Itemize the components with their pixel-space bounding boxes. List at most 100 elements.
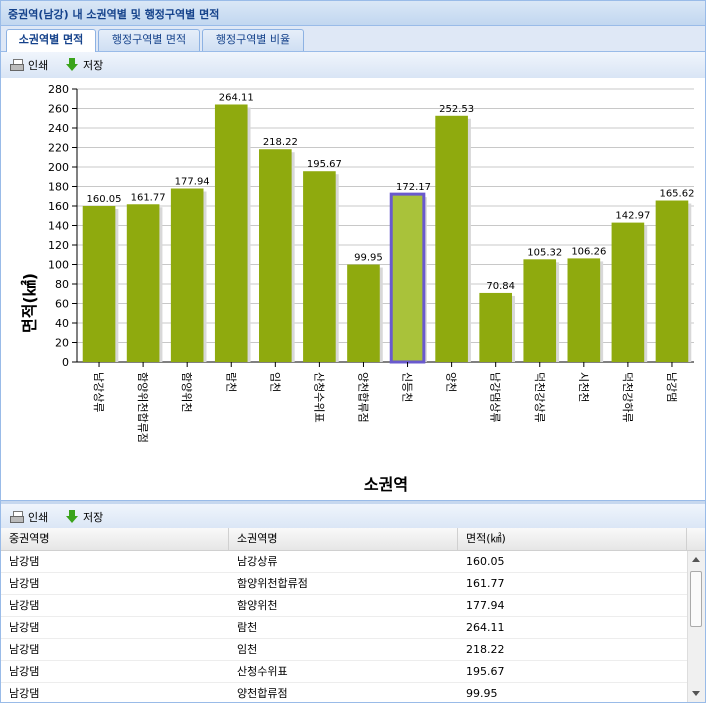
bar[interactable] — [567, 258, 601, 362]
data-label: 177.94 — [175, 177, 210, 188]
grid-toolbar: 인쇄 저장 — [1, 504, 705, 531]
x-tick-label: 함양위천 — [180, 372, 194, 412]
data-label: 99.95 — [354, 253, 383, 264]
grid-body: 남강댐 남강상류 160.05 남강댐 함양위천합류점 161.77 남강댐 함양위천 177.… — [1, 551, 687, 702]
y-tick-label: 40 — [55, 317, 69, 330]
bar[interactable] — [170, 188, 204, 362]
data-label: 70.84 — [486, 281, 515, 292]
cell-area: 264.11 — [466, 621, 505, 634]
x-tick-label: 덕천강하류 — [621, 372, 635, 423]
column-header-basin[interactable]: 중권역명 — [1, 528, 229, 550]
tab-strip: 소권역별 면적 행정구역별 면적 행정구역별 비율 — [1, 26, 705, 52]
column-header-area[interactable]: 면적(㎢) — [458, 528, 687, 550]
bar[interactable] — [214, 104, 248, 363]
y-tick-label: 200 — [48, 161, 69, 174]
bar[interactable] — [347, 264, 380, 362]
scroll-thumb[interactable] — [690, 571, 702, 627]
table-row[interactable]: 남강댐 함양위천 177.94 — [1, 595, 687, 617]
bar[interactable] — [435, 115, 468, 362]
data-label: 160.05 — [87, 194, 122, 205]
scroll-down-icon[interactable] — [692, 691, 700, 696]
chart-save-button[interactable]: 저장 — [65, 56, 103, 74]
download-icon — [65, 58, 79, 72]
table-row[interactable]: 남강댐 임천 218.22 — [1, 639, 687, 661]
bar[interactable] — [126, 204, 160, 362]
y-tick-label: 120 — [48, 239, 69, 252]
y-axis-label: 면적(㎢) — [20, 273, 39, 333]
chart-area: 0 20 40 60 80 100 120 140 160 180 200 220 240 260 280 … — [1, 78, 705, 500]
x-tick-label: 람천 — [224, 372, 238, 392]
table-row[interactable]: 남강댐 산청수위표 195.67 — [1, 661, 687, 683]
x-tick-label: 남강상류 — [92, 372, 105, 412]
x-tick-label: 산청수위표 — [312, 372, 325, 423]
bar[interactable] — [611, 222, 645, 362]
table-row[interactable]: 남강댐 남강상류 160.05 — [1, 551, 687, 573]
cell-area: 195.67 — [466, 665, 505, 678]
bar[interactable] — [523, 259, 557, 362]
y-tick-label: 160 — [48, 200, 69, 213]
tab-subbasin-area[interactable]: 소권역별 면적 — [6, 29, 96, 52]
y-tick-label: 80 — [55, 278, 69, 291]
data-label: 165.62 — [659, 189, 694, 200]
x-tick-label: 양천 — [445, 372, 459, 392]
table-row[interactable]: 남강댐 양천합류점 99.95 — [1, 683, 687, 702]
cell-subbasin: 양천합류점 — [237, 687, 288, 700]
grid-print-button[interactable]: 인쇄 — [10, 508, 48, 526]
scroll-up-icon[interactable] — [692, 557, 700, 562]
table-row[interactable]: 남강댐 람천 264.11 — [1, 617, 687, 639]
x-axis-label: 소권역 — [364, 475, 408, 494]
data-label: 105.32 — [527, 247, 562, 258]
grid-save-button[interactable]: 저장 — [65, 508, 103, 526]
data-grid: 중권역명 소권역명 면적(㎢) 남강댐 남강상류 160.05 남강댐 함양위천합류점 1… — [1, 528, 705, 702]
table-row[interactable]: 남강댐 함양위천합류점 161.77 — [1, 573, 687, 595]
cell-basin: 남강댐 — [9, 687, 40, 700]
y-tick-label: 20 — [55, 337, 69, 350]
bar-chart: 020406080100120140160180200220240260280 … — [20, 83, 694, 494]
grid-header: 중권역명 소권역명 면적(㎢) — [1, 528, 705, 551]
bar[interactable] — [303, 171, 336, 362]
download-icon — [65, 510, 79, 524]
chart-print-button[interactable]: 인쇄 — [10, 56, 48, 74]
y-tick-label: 240 — [48, 122, 69, 135]
save-label: 저장 — [83, 511, 104, 524]
y-tick-label: 220 — [48, 142, 69, 155]
x-tick-label: 함양위천합류점 — [136, 372, 150, 443]
cell-basin: 남강댐 — [9, 577, 40, 590]
y-tick-label: 280 — [48, 83, 69, 96]
bars: 160.05 161.77 177.94 264.11 218.22 195.67 99.9… — [82, 92, 694, 364]
panel-splitter[interactable] — [1, 500, 705, 504]
bar[interactable] — [389, 192, 426, 364]
cell-subbasin: 함양위천 — [237, 599, 278, 612]
cell-area: 160.05 — [466, 555, 505, 568]
y-tick-label: 180 — [48, 181, 69, 194]
cell-subbasin: 산청수위표 — [237, 665, 288, 678]
bar[interactable] — [655, 200, 689, 362]
tab-admin-area[interactable]: 행정구역별 면적 — [98, 29, 200, 51]
cell-subbasin: 남강상류 — [237, 555, 278, 568]
chart-toolbar: 인쇄 저장 — [1, 52, 705, 79]
window-title: 중권역(남강) 내 소권역별 및 행정구역별 면적 — [8, 8, 220, 21]
x-tick-label: 양천합류점 — [356, 372, 370, 423]
bar[interactable] — [259, 149, 292, 362]
tab-admin-ratio[interactable]: 행정구역별 비율 — [202, 29, 304, 51]
grid-scrollbar[interactable] — [687, 551, 705, 702]
column-header-subbasin[interactable]: 소권역명 — [229, 528, 458, 550]
x-tick-label: 남강댐상류 — [489, 372, 502, 423]
data-label: 252.53 — [439, 104, 474, 115]
printer-icon — [10, 511, 24, 523]
cell-area: 99.95 — [466, 687, 498, 700]
y-tick-label: 260 — [48, 103, 69, 116]
save-label: 저장 — [83, 59, 104, 72]
cell-basin: 남강댐 — [9, 665, 40, 678]
window-titlebar: 중권역(남강) 내 소권역별 및 행정구역별 면적 — [1, 1, 705, 26]
data-label: 161.77 — [131, 192, 166, 203]
bar[interactable] — [82, 205, 116, 362]
bar[interactable] — [479, 292, 512, 362]
print-label: 인쇄 — [28, 511, 49, 524]
data-label: 195.67 — [307, 159, 342, 170]
x-tick-label: 시천천 — [577, 372, 591, 402]
data-label: 106.26 — [571, 246, 606, 257]
x-tick-label: 신등천 — [401, 372, 415, 402]
y-tick-label: 0 — [62, 356, 69, 369]
